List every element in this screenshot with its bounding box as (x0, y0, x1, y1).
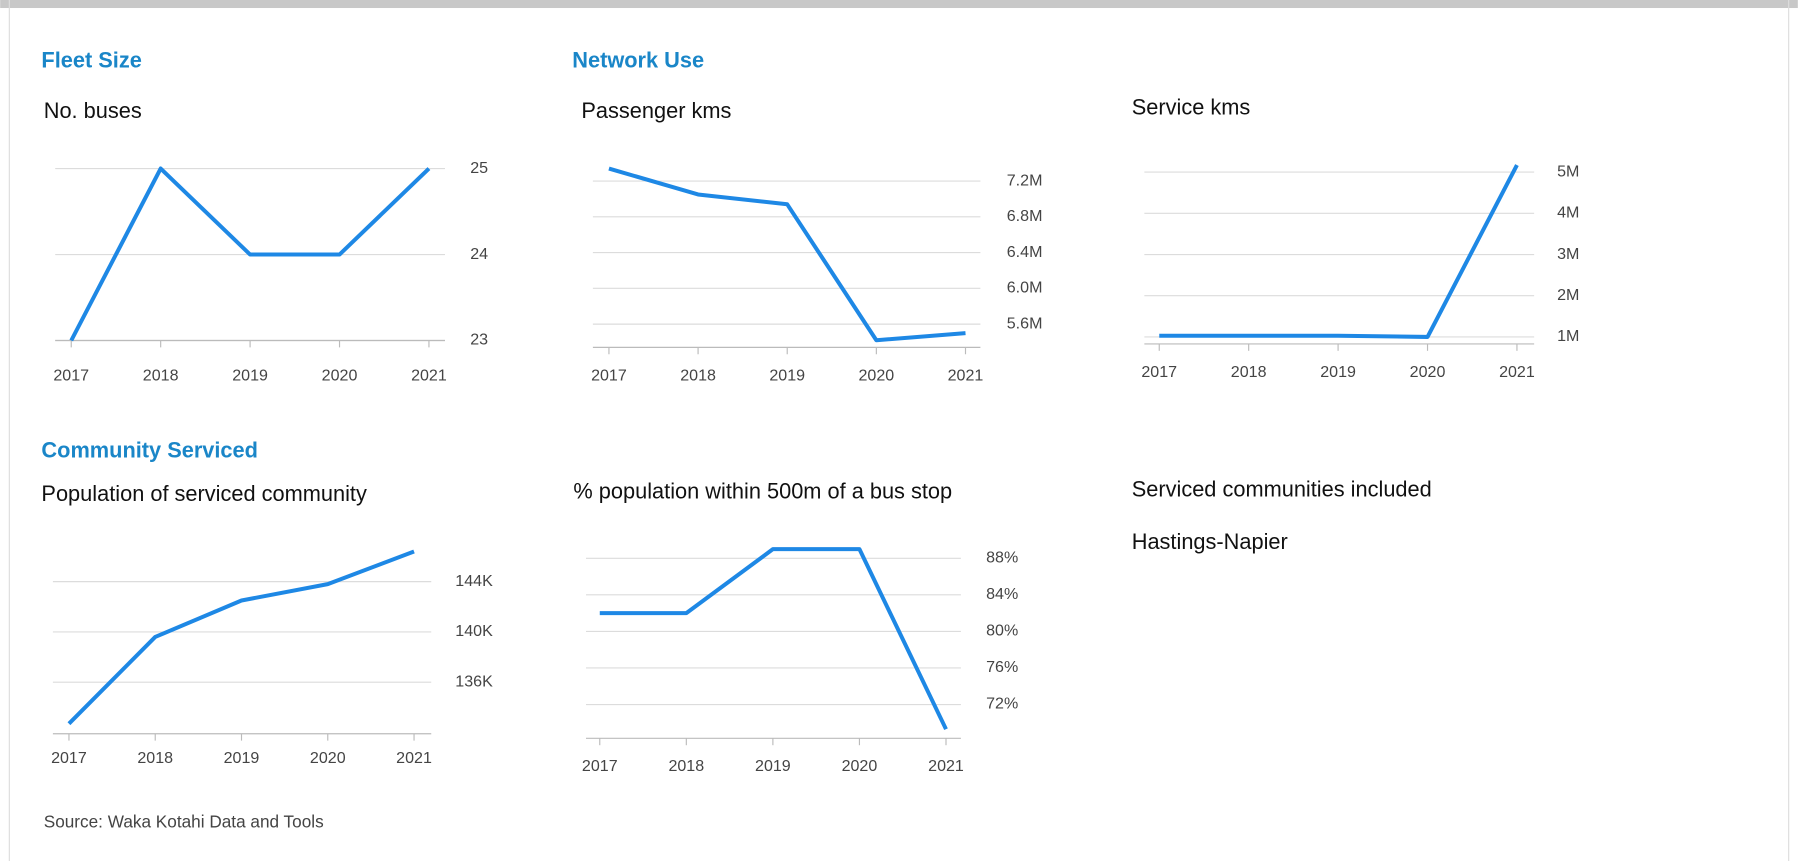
y-tick-label: 2M (1557, 286, 1579, 304)
y-tick-label: 6.8M (1007, 207, 1043, 225)
y-tick-label: 7.2M (1007, 171, 1043, 189)
top-bar (0, 0, 1798, 9)
y-tick-label: 5.6M (1007, 314, 1043, 332)
x-tick-label: 2018 (668, 757, 704, 775)
x-tick-label: 2019 (769, 366, 805, 384)
x-tick-label: 2017 (591, 366, 627, 384)
y-tick-label: 136K (455, 672, 493, 690)
chart-title: % population within 500m of a bus stop (573, 479, 952, 504)
y-tick-label: 84% (986, 585, 1018, 603)
x-tick-label: 2020 (310, 749, 346, 767)
y-tick-label: 6.0M (1007, 279, 1043, 297)
chart-title: No. buses (44, 98, 142, 123)
y-tick-label: 25 (470, 159, 488, 177)
x-tick-label: 2018 (1231, 363, 1267, 381)
chart-title: Population of serviced community (41, 481, 367, 506)
x-tick-label: 2019 (755, 757, 791, 775)
section-title: Network Use (572, 48, 704, 73)
x-tick-label: 2021 (1499, 363, 1535, 381)
y-tick-label: 4M (1557, 204, 1579, 222)
chart-title: Passenger kms (581, 98, 731, 123)
y-tick-label: 76% (986, 658, 1018, 676)
y-tick-label: 80% (986, 622, 1018, 640)
x-tick-label: 2017 (51, 749, 87, 767)
x-tick-label: 2021 (928, 757, 964, 775)
y-tick-label: 72% (986, 695, 1018, 713)
x-tick-label: 2021 (411, 366, 447, 384)
x-tick-label: 2020 (842, 757, 878, 775)
y-tick-label: 1M (1557, 327, 1579, 345)
y-tick-label: 88% (986, 549, 1018, 567)
x-tick-label: 2020 (859, 366, 895, 384)
y-tick-label: 23 (470, 331, 488, 349)
x-tick-label: 2017 (582, 757, 618, 775)
y-tick-label: 144K (455, 572, 493, 590)
section-title: Fleet Size (41, 48, 141, 73)
data-line (69, 166, 431, 342)
data-line (1159, 164, 1519, 339)
x-tick-label: 2017 (1141, 363, 1177, 381)
data-line (608, 166, 966, 343)
chart-title: Service kms (1132, 95, 1251, 120)
y-tick-label: 6.4M (1007, 243, 1043, 261)
x-tick-label: 2020 (322, 366, 358, 384)
source: Source: Waka Kotahi Data and Tools (44, 812, 324, 832)
data-line (599, 547, 948, 731)
x-tick-label: 2020 (1410, 363, 1446, 381)
data-line (67, 549, 415, 726)
x-tick-label: 2018 (143, 366, 179, 384)
y-tick-label: 140K (455, 622, 493, 640)
y-tick-label: 5M (1557, 162, 1579, 180)
x-tick-label: 2017 (53, 366, 89, 384)
x-tick-label: 2019 (224, 749, 260, 767)
x-tick-label: 2018 (137, 749, 173, 767)
x-tick-label: 2021 (948, 366, 984, 384)
y-tick-label: 24 (470, 245, 488, 263)
section-title: Community Serviced (41, 437, 258, 462)
communities-heading: Serviced communities included (1132, 476, 1432, 501)
x-tick-label: 2019 (232, 366, 268, 384)
x-tick-label: 2019 (1320, 363, 1356, 381)
y-tick-label: 3M (1557, 245, 1579, 263)
x-tick-label: 2021 (396, 749, 432, 767)
x-tick-label: 2018 (680, 366, 716, 384)
community: Hastings-Napier (1132, 529, 1288, 554)
